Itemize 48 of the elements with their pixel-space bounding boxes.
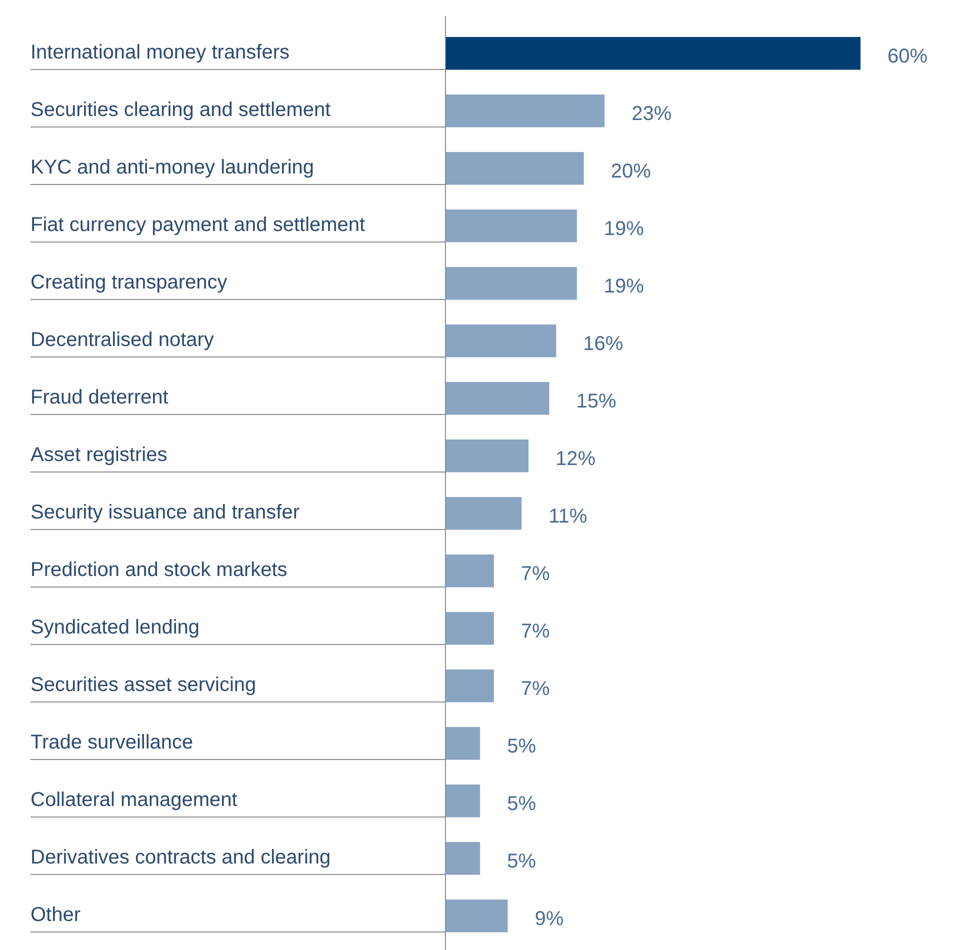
data-label: 7% [520, 678, 550, 700]
y-tick-label: Fraud deterrent [30, 386, 169, 408]
bar [446, 784, 480, 818]
bar [446, 554, 494, 588]
data-label: 15% [576, 390, 616, 412]
data-label: 5% [507, 792, 536, 815]
y-tick-label: Collateral management [30, 788, 238, 811]
y-tick-label: Securities asset servicing [30, 674, 256, 696]
y-tick-label: Decentralised notary [30, 328, 214, 351]
data-label: 19% [604, 275, 644, 298]
data-label: 7% [520, 562, 550, 585]
bar [446, 727, 480, 760]
data-label: 23% [632, 102, 672, 125]
y-tick-label: Other [30, 904, 81, 926]
y-tick-label: Trade surveillance [30, 731, 194, 754]
y-tick-label: Syndicated lending [30, 616, 200, 638]
y-tick-label: Asset registries [30, 444, 168, 466]
y-tick-label: International money transfers [30, 41, 290, 64]
data-label: 12% [556, 448, 596, 470]
bar [446, 842, 480, 875]
bar [446, 382, 550, 415]
data-label: 20% [610, 160, 652, 182]
bar [446, 37, 860, 70]
data-label: 60% [888, 45, 928, 68]
data-label: 16% [583, 332, 624, 355]
bar [446, 152, 584, 185]
y-tick-label: Securities clearing and settlement [30, 98, 332, 121]
data-label: 11% [548, 505, 588, 528]
y-tick-label: Fiat currency payment and settlement [30, 214, 366, 236]
y-tick-label: KYC and anti-money laundering [30, 156, 314, 178]
data-label: 5% [507, 735, 536, 758]
data-label: 7% [520, 620, 550, 642]
bar [446, 440, 528, 472]
y-tick-label: Derivatives contracts and clearing [30, 846, 331, 868]
y-tick-label: Creating transparency [30, 271, 228, 294]
bar [446, 267, 577, 300]
y-tick-label: Prediction and stock markets [30, 558, 288, 581]
bar [446, 94, 605, 128]
y-tick-label: Security issuance and transfer [30, 501, 300, 524]
bar [446, 497, 522, 530]
data-label: 5% [507, 850, 536, 872]
data-label: 19% [604, 218, 644, 240]
data-label: 9% [534, 908, 564, 930]
bar [446, 670, 494, 702]
bar [446, 210, 577, 242]
bar [446, 900, 508, 932]
bar [446, 324, 556, 358]
bar [446, 612, 494, 645]
